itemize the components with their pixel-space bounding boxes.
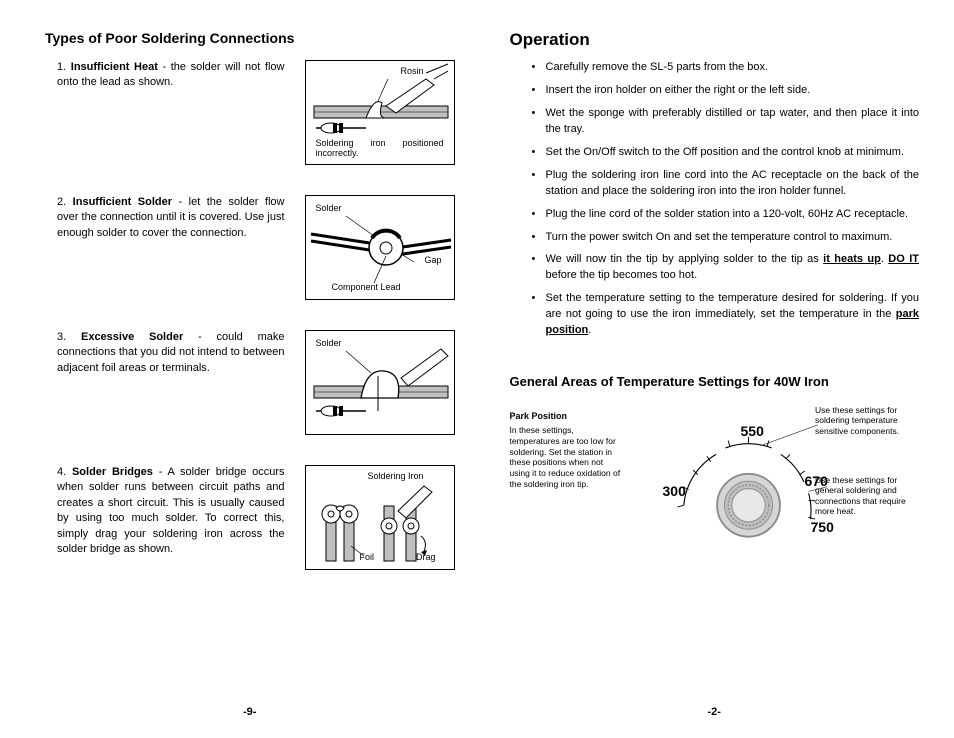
item-title: Insufficient Solder [73, 196, 172, 208]
item-title: Solder Bridges [72, 466, 153, 478]
operation-steps: Carefully remove the SL-5 parts from the… [510, 60, 920, 346]
dial-750: 750 [811, 519, 834, 535]
park-body: In these settings, temperatures are too … [510, 425, 625, 489]
op-step: Plug the line cord of the solder station… [546, 207, 920, 223]
op-step: Turn the power switch On and set the tem… [546, 230, 920, 246]
item-title: Excessive Solder [81, 331, 183, 343]
label-gap: Gap [424, 256, 441, 266]
temp-settings-heading: General Areas of Temperature Settings fo… [510, 374, 920, 389]
label-solder: Solder [316, 339, 342, 349]
emph-do-it: DO IT [888, 253, 919, 265]
item-text: 2. Insufficient Solder - let the solder … [45, 195, 285, 241]
item-solder-bridges: 4. Solder Bridges - A solder bridge occu… [45, 465, 455, 570]
label-foil: Foil [360, 553, 375, 563]
figure-solder-bridge: Soldering Iron Foil Drag [305, 465, 455, 570]
figure-excessive-solder: Solder [305, 330, 455, 435]
park-position-block: Park Position In these settings, tempera… [510, 411, 625, 489]
item-number: 2. [57, 196, 66, 208]
item-text: 3. Excessive Solder - could make connect… [45, 330, 285, 376]
page-number-right: -2- [510, 698, 920, 718]
dial-550: 550 [741, 423, 764, 439]
item-insufficient-solder: 2. Insufficient Solder - let the solder … [45, 195, 455, 300]
item-number: 1. [57, 61, 66, 73]
t: before the tip becomes too hot. [546, 269, 698, 281]
callout-general: Use these settings for general soldering… [815, 475, 925, 516]
item-number: 3. [57, 331, 66, 343]
dial-diagram: 300 550 670 750 Use these settings for s… [633, 411, 920, 581]
figure-insufficient-solder: Solder Gap Component Lead [305, 195, 455, 300]
dial-300: 300 [663, 483, 686, 499]
t: . [588, 324, 591, 336]
op-step-tin: We will now tin the tip by applying sold… [546, 252, 920, 284]
op-step: Set the On/Off switch to the Off positio… [546, 145, 920, 161]
right-page: Operation Carefully remove the SL-5 part… [490, 30, 920, 718]
label-soldering-iron: Soldering Iron [367, 472, 423, 482]
op-step: Wet the sponge with preferably distilled… [546, 106, 920, 138]
item-body: - A solder bridge occurs when solder run… [57, 466, 285, 555]
op-step: Plug the soldering iron line cord into t… [546, 168, 920, 200]
label-rosin: Rosin [400, 67, 423, 77]
left-title: Types of Poor Soldering Connections [45, 30, 455, 46]
label-drag: Drag [416, 553, 436, 563]
item-excessive-solder: 3. Excessive Solder - could make connect… [45, 330, 455, 435]
figure-insufficient-heat: Rosin Soldering iron positioned incorrec… [305, 60, 455, 165]
item-insufficient-heat: 1. Insufficient Heat - the solder will n… [45, 60, 455, 165]
op-step-park: Set the temperature setting to the tempe… [546, 291, 920, 339]
label-solder: Solder [316, 204, 342, 214]
t: Set the temperature setting to the tempe… [546, 292, 920, 320]
item-title: Insufficient Heat [71, 61, 158, 73]
item-number: 4. [57, 466, 66, 478]
item-text: 1. Insufficient Heat - the solder will n… [45, 60, 285, 91]
left-page: Types of Poor Soldering Connections 1. I… [45, 30, 490, 718]
label-iron-wrong: Soldering iron positioned incorrectly. [316, 139, 444, 159]
dial-area: Park Position In these settings, tempera… [510, 411, 920, 581]
page-number-left: -9- [45, 698, 455, 718]
emph-heats-up: it heats up [823, 253, 881, 265]
item-text: 4. Solder Bridges - A solder bridge occu… [45, 465, 285, 557]
operation-title: Operation [510, 30, 920, 50]
op-step: Carefully remove the SL-5 parts from the… [546, 60, 920, 76]
park-title: Park Position [510, 411, 625, 422]
callout-sensitive: Use these settings for soldering tempera… [815, 405, 925, 436]
op-step: Insert the iron holder on either the rig… [546, 83, 920, 99]
t: We will now tin the tip by applying sold… [546, 253, 824, 265]
label-component-lead: Component Lead [332, 283, 401, 293]
